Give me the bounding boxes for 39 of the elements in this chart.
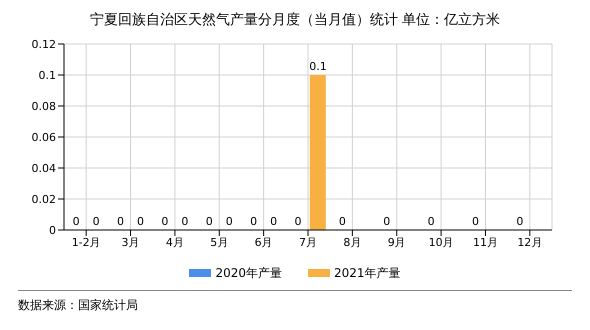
y-tick-label: 0.02 <box>32 192 56 206</box>
data-label: 0 <box>226 215 233 228</box>
x-tick-label: 10月 <box>428 236 454 249</box>
data-label: 0 <box>428 215 435 228</box>
data-label: 0 <box>92 215 100 228</box>
y-tick-label: 0 <box>49 224 56 237</box>
x-tick-label: 6月 <box>254 236 273 249</box>
data-label: 0 <box>117 215 124 228</box>
chart-title: 宁夏回族自治区天然气产量分月度（当月值）统计 单位：亿立方米 <box>88 11 502 30</box>
x-tick-label: 4月 <box>166 236 184 249</box>
data-label: 0 <box>250 215 258 228</box>
data-label: 0 <box>137 215 144 228</box>
x-tick-label: 11月 <box>472 236 498 249</box>
legend-label: 2021年产量 <box>334 264 401 282</box>
data-label: 0 <box>72 215 80 228</box>
y-tick-label: 0.04 <box>32 162 56 175</box>
x-tick-label: 9月 <box>388 236 406 249</box>
legend-label: 2020年产量 <box>215 264 282 282</box>
data-label: 0 <box>516 215 524 228</box>
x-tick-label: 7月 <box>299 236 317 249</box>
source-note: 数据来源：国家统计局 <box>18 297 138 314</box>
data-label: 0 <box>338 215 346 228</box>
data-label: 0 <box>383 215 390 228</box>
data-label: 0 <box>270 215 278 228</box>
x-tick-label: 12月 <box>517 236 542 249</box>
x-tick-label: 3月 <box>122 236 140 249</box>
data-label: 0 <box>472 215 479 228</box>
y-tick-label: 0.1 <box>38 68 56 82</box>
y-tick-label: 0.12 <box>32 38 56 51</box>
y-tick-label: 0.08 <box>32 100 56 113</box>
data-label: 0 <box>161 215 168 228</box>
x-tick-label: 1-2月 <box>72 236 101 249</box>
x-tick-label: 8月 <box>343 236 362 249</box>
x-tick-label: 5月 <box>210 236 228 249</box>
data-label: 0 <box>294 215 302 228</box>
data-label: 0.1 <box>309 60 327 73</box>
data-label: 0 <box>181 215 188 228</box>
data-label: 0 <box>206 215 213 228</box>
y-tick-label: 0.06 <box>32 130 56 144</box>
